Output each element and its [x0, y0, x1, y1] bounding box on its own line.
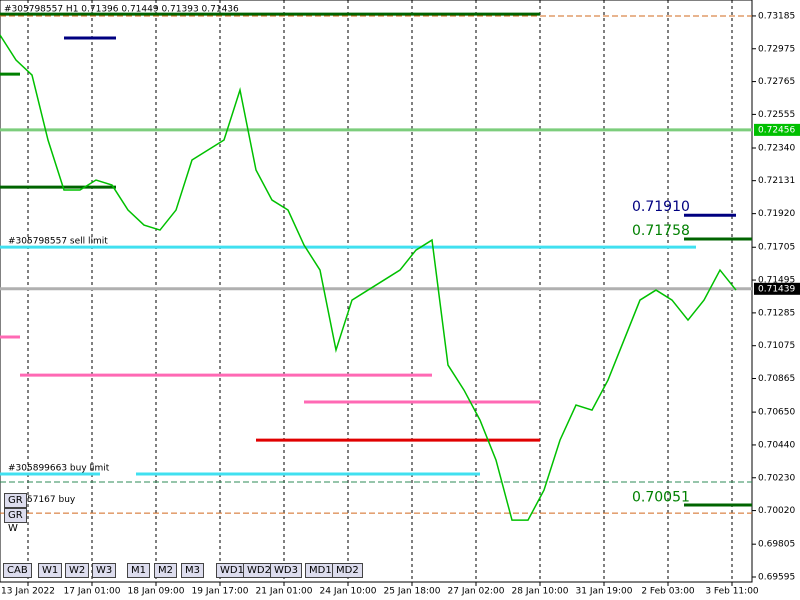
- y-tick-label: 0.71495: [758, 276, 795, 286]
- price-tag-label: 0.72456: [758, 125, 795, 135]
- panel-button[interactable]: GR W: [4, 508, 27, 534]
- plot-frame: [0, 0, 753, 583]
- panel-button[interactable]: GR M: [4, 493, 27, 519]
- y-tick-label: 0.70650: [758, 408, 795, 418]
- level-annotation: 0.70051: [632, 490, 690, 506]
- x-tick-label: 31 Jan 19:00: [576, 587, 633, 597]
- y-tick-label: 0.70020: [758, 506, 795, 516]
- x-tick-label: 25 Jan 18:00: [384, 587, 441, 597]
- level-annotation: 0.71910: [632, 199, 690, 215]
- order-label: #3057167 buy: [8, 495, 76, 505]
- x-tick-label: 17 Jan 01:00: [64, 587, 121, 597]
- x-tick-label: 18 Jan 09:00: [128, 587, 185, 597]
- chart-title: #305798557 H1 0.71396 0.71449 0.71393 0.…: [4, 5, 239, 15]
- x-tick-label: 2 Feb 03:00: [641, 587, 695, 597]
- y-tick-label: 0.69805: [758, 540, 795, 550]
- y-tick-label: 0.72340: [758, 144, 795, 154]
- y-tick-label: 0.70865: [758, 374, 795, 384]
- x-tick-label: 28 Jan 10:00: [512, 587, 569, 597]
- x-tick-label: 27 Jan 02:00: [448, 587, 505, 597]
- panel-button[interactable]: CAB: [3, 563, 32, 578]
- level-annotation: 0.71758: [632, 223, 690, 239]
- x-tick-label: 21 Jan 01:00: [256, 587, 313, 597]
- panel-button[interactable]: M3: [181, 563, 204, 578]
- x-tick-label: 13 Jan 2022: [1, 587, 55, 597]
- panel-button[interactable]: MD2: [332, 563, 363, 578]
- order-label: #305798557 sell limit: [8, 237, 108, 247]
- price-tag: [754, 282, 800, 295]
- y-tick-label: 0.71705: [758, 243, 795, 253]
- price-tag-label: 0.71439: [758, 284, 795, 294]
- panel-button[interactable]: W1: [38, 563, 63, 578]
- price-tag: [754, 123, 800, 136]
- panel-button[interactable]: M2: [154, 563, 177, 578]
- panel-button[interactable]: MD1: [305, 563, 336, 578]
- panel-button[interactable]: WD3: [270, 563, 302, 578]
- y-tick-label: 0.71075: [758, 341, 795, 351]
- y-tick-label: 0.69595: [758, 572, 795, 582]
- y-tick-label: 0.72555: [758, 110, 795, 120]
- panel-button[interactable]: M1: [127, 563, 150, 578]
- y-tick-label: 0.71285: [758, 308, 795, 318]
- order-label: #305899663 buy limit: [8, 464, 110, 474]
- panel-button[interactable]: W3: [92, 563, 117, 578]
- y-tick-label: 0.70440: [758, 440, 795, 450]
- x-tick-label: 19 Jan 17:00: [192, 587, 249, 597]
- y-tick-label: 0.72765: [758, 77, 795, 87]
- x-tick-label: 3 Feb 11:00: [705, 587, 759, 597]
- price-line: [0, 34, 737, 521]
- y-tick-label: 0.71920: [758, 209, 795, 219]
- panel-button[interactable]: W2: [65, 563, 90, 578]
- y-tick-label: 0.72975: [758, 44, 795, 54]
- y-tick-label: 0.73185: [758, 11, 795, 21]
- y-tick-label: 0.72131: [758, 176, 795, 186]
- x-tick-label: 24 Jan 10:00: [320, 587, 377, 597]
- y-tick-label: 0.70230: [758, 473, 795, 483]
- bottom-buttons: CAB W1 W2 W3 M1 M2 M3 WD1 WD2 WD3 MD1 MD2: [3, 563, 363, 578]
